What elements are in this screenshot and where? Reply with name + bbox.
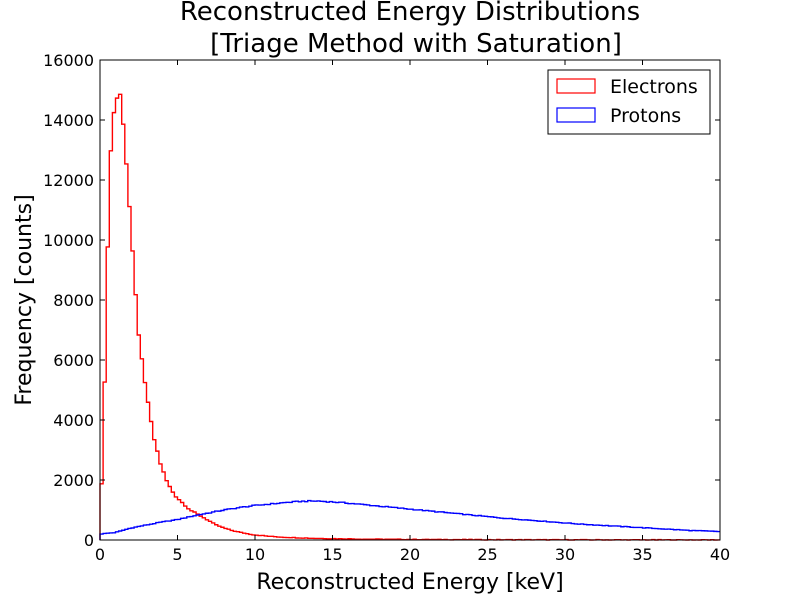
y-axis-ticks: 0 2000 4000 6000 8000 10000 12000 14000 16000 — [43, 51, 720, 550]
chart-title-line1: Reconstructed Energy Distributions — [180, 0, 640, 27]
y-tick-label: 12000 — [43, 171, 94, 190]
x-tick-label: 40 — [710, 545, 730, 564]
y-tick-label: 8000 — [53, 291, 94, 310]
legend-box — [547, 69, 711, 135]
y-tick-label: 2000 — [53, 471, 94, 490]
legend-label-protons: Protons — [610, 105, 681, 127]
y-tick-label: 4000 — [53, 411, 94, 430]
legend-swatch-electrons — [556, 78, 596, 94]
series-protons-histogram — [99, 499, 720, 540]
x-tick-label: 10 — [245, 545, 265, 564]
y-tick-label: 16000 — [43, 51, 94, 70]
y-tick-label: 10000 — [43, 231, 94, 250]
x-tick-label: 15 — [322, 545, 342, 564]
x-axis-ticks: 0 5 10 15 20 25 30 35 40 — [95, 60, 730, 564]
x-tick-label: 5 — [172, 545, 182, 564]
y-tick-label: 6000 — [53, 351, 94, 370]
x-tick-label: 0 — [95, 545, 105, 564]
x-tick-label: 35 — [632, 545, 652, 564]
x-axis-title: Reconstructed Energy [keV] — [256, 570, 563, 595]
legend: Electrons Protons — [547, 69, 711, 135]
series-layer — [99, 93, 720, 541]
x-tick-label: 30 — [555, 545, 575, 564]
x-tick-label: 25 — [477, 545, 497, 564]
y-axis-title: Frequency [counts] — [12, 194, 37, 405]
y-tick-label: 14000 — [43, 111, 94, 130]
y-tick-label: 0 — [84, 531, 94, 550]
chart-title-line2: [Triage Method with Saturation] — [210, 29, 622, 59]
legend-label-electrons: Electrons — [610, 76, 698, 98]
x-tick-label: 20 — [400, 545, 420, 564]
legend-swatch-protons — [556, 107, 596, 123]
series-electrons-histogram — [99, 93, 720, 541]
